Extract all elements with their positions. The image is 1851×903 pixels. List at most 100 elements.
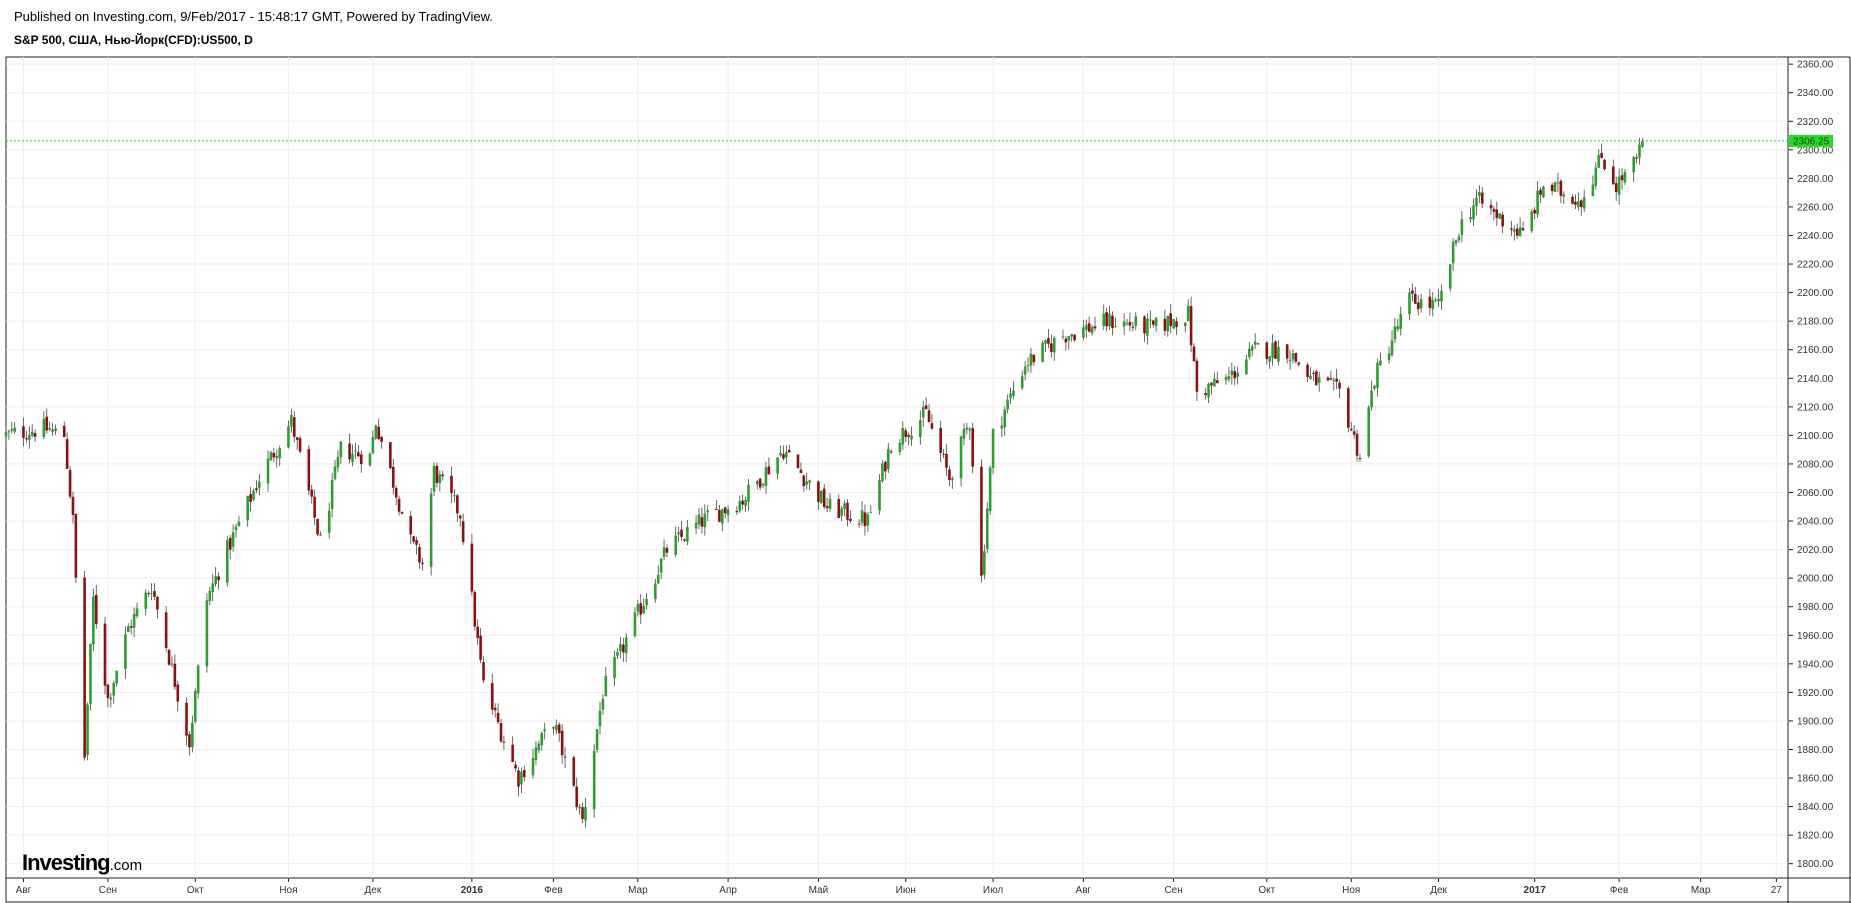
x-tick-label: Окт [1258, 885, 1275, 896]
bottom-border [5, 877, 1851, 903]
candle-down [412, 536, 415, 542]
candle-down [359, 454, 363, 465]
candle-up [126, 626, 130, 633]
candle-down [930, 423, 934, 429]
candle-up [1186, 305, 1190, 321]
candle-down [83, 577, 86, 758]
candle-down [1093, 326, 1097, 329]
candle-up [1245, 359, 1248, 375]
candle-down [522, 770, 526, 778]
candle-up [1041, 342, 1044, 363]
candle-up [1408, 292, 1411, 315]
candle-up [124, 634, 127, 669]
candle-up [910, 435, 913, 440]
candle-down [391, 466, 395, 488]
candle-down [1489, 204, 1493, 209]
x-tick-label: Ноя [1342, 885, 1360, 896]
y-tick-label: 2260.00 [1797, 202, 1834, 213]
candle-down [409, 516, 413, 535]
candle-down [316, 518, 319, 535]
candle-down [1210, 382, 1213, 386]
candle-up [656, 574, 660, 584]
candle-down [1192, 346, 1196, 362]
candle-up [1582, 197, 1586, 209]
y-tick-label: 2220.00 [1797, 260, 1834, 271]
candle-up [339, 441, 343, 458]
candle-down [1151, 320, 1155, 325]
candle-down [1539, 189, 1542, 195]
candle-up [1393, 326, 1397, 340]
candle-down [1355, 433, 1359, 456]
y-tick-label: 2340.00 [1797, 88, 1834, 99]
candle-up [1277, 346, 1280, 362]
candle-up [150, 592, 153, 594]
candle-up [287, 426, 290, 448]
candle-up [278, 448, 282, 459]
candle-down [857, 523, 861, 525]
candle-down [884, 461, 887, 472]
candle-down [153, 591, 156, 597]
candle-up [983, 551, 986, 575]
candle-up [246, 495, 249, 521]
candle-up [869, 512, 873, 514]
candle-down [249, 494, 252, 502]
candle-down [319, 534, 322, 536]
candle-up [275, 455, 279, 459]
y-tick-label: 2200.00 [1797, 288, 1834, 299]
candle-up [432, 465, 436, 492]
candle-up [1594, 167, 1598, 186]
x-tick-label: Мар [628, 885, 648, 896]
candle-up [1236, 372, 1239, 377]
candle-up [333, 466, 337, 480]
candle-down [980, 466, 983, 576]
candle-up [592, 750, 596, 810]
candle-up [1641, 140, 1644, 147]
y-tick-label: 2140.00 [1797, 374, 1834, 385]
candle-down [295, 437, 299, 440]
candle-up [1230, 370, 1234, 376]
candle-up [604, 676, 608, 697]
candle-up [1376, 362, 1379, 388]
candle-up [1454, 239, 1458, 244]
candle-down [156, 596, 159, 610]
candle-up [968, 428, 972, 431]
candle-up [694, 522, 698, 529]
candle-up [860, 510, 864, 523]
candle-up [109, 697, 113, 700]
candle-up [92, 596, 95, 645]
candle-down [665, 547, 669, 553]
candle-up [1498, 213, 1502, 219]
logo-brand: Investing [22, 850, 111, 875]
candle-down [164, 612, 168, 648]
candle-down [680, 529, 683, 537]
candle-up [1367, 407, 1371, 457]
candle-up [1577, 201, 1580, 207]
y-tick-label: 1920.00 [1797, 688, 1834, 699]
candle-down [45, 416, 49, 431]
candle-up [258, 481, 261, 489]
candle-down [581, 807, 584, 819]
y-tick-label: 2120.00 [1797, 402, 1834, 413]
y-tick-label: 2020.00 [1797, 545, 1834, 556]
candle-up [1006, 399, 1009, 410]
candle-up [726, 509, 730, 516]
candle-up [205, 600, 209, 667]
candle-up [330, 479, 334, 509]
candle-up [1146, 318, 1149, 336]
x-tick-label: 2017 [1524, 885, 1547, 896]
candle-down [557, 724, 561, 734]
candle-down [825, 506, 829, 509]
candle-down [735, 511, 739, 513]
candle-down [1347, 388, 1350, 428]
candle-down [10, 429, 14, 431]
candle-down [435, 465, 439, 483]
candle-up [13, 427, 17, 432]
x-tick-label: Июн [896, 885, 916, 896]
logo-suffix: .com [109, 857, 143, 874]
candle-down [476, 626, 480, 639]
candle-up [1250, 346, 1254, 351]
candle-down [394, 487, 398, 498]
candle-down [1620, 175, 1624, 181]
candle-down [715, 508, 718, 510]
